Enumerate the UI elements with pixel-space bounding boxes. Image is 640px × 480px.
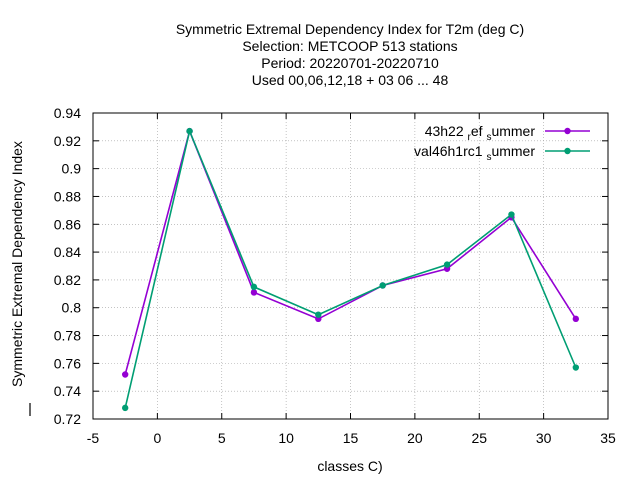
y-tick-label: 0.94 <box>54 105 81 121</box>
data-point <box>443 261 451 268</box>
title-line: Selection: METCOOP 513 stations <box>242 38 457 54</box>
plot-series <box>121 127 580 412</box>
y-axis-label: Symmetric Extremal Dependency Index <box>9 141 25 387</box>
x-tick-label: 30 <box>536 430 552 446</box>
series-line-1 <box>124 128 577 409</box>
x-tick-label: 20 <box>407 430 423 446</box>
data-point <box>379 282 386 289</box>
legend-label: val46h1rc1 summer <box>414 143 535 163</box>
y-tick-label: 0.84 <box>54 244 81 260</box>
data-point <box>508 211 515 218</box>
y-tick-label: 0.88 <box>54 188 81 204</box>
y-tick-label: 0.8 <box>62 300 82 316</box>
x-tick-label: 15 <box>343 430 359 446</box>
title-line: Period: 20220701-20220710 <box>261 55 439 71</box>
legend-swatch-point <box>564 127 571 135</box>
data-point <box>121 404 129 412</box>
chart-title: Symmetric Extremal Dependency Index for … <box>176 21 524 88</box>
title-line: Symmetric Extremal Dependency Index for … <box>176 21 524 37</box>
data-point <box>572 315 580 323</box>
title-line: Used 00,06,12,18 + 03 06 ... 48 <box>252 72 449 88</box>
x-tick-label: 25 <box>471 430 487 446</box>
y-tick-label: 0.78 <box>54 328 81 344</box>
axes <box>29 112 609 420</box>
y-tick-label: 0.9 <box>62 161 82 177</box>
grid <box>93 113 608 419</box>
y-tick-label: 0.76 <box>54 355 81 371</box>
data-point <box>315 311 322 318</box>
legend-label: 43h22 ref summer <box>425 123 536 143</box>
y-tick-label: 0.82 <box>54 272 81 288</box>
y-tick-label: 0.86 <box>54 216 81 232</box>
x-tick-label: 5 <box>218 430 226 446</box>
y-tick-label: 0.72 <box>54 411 81 427</box>
tick-labels: -5 0 5 10 15 20 25 30 35 0.72 0.74 0.76 0.78 0.8 0.82 0… <box>54 105 616 446</box>
x-tick-label: 35 <box>600 430 616 446</box>
y-tick-label: 0.74 <box>54 383 81 399</box>
data-point <box>250 283 258 291</box>
y-tick-label: 0.92 <box>54 133 81 149</box>
data-point <box>250 289 258 296</box>
data-point <box>186 127 193 135</box>
x-tick-label: 0 <box>153 430 161 446</box>
legend-swatch-point <box>564 147 571 155</box>
x-tick-label: 10 <box>278 430 294 446</box>
x-axis-label: classes C) <box>317 458 382 474</box>
x-tick-label: -5 <box>87 430 100 446</box>
data-point <box>572 364 580 371</box>
data-point <box>121 371 129 378</box>
